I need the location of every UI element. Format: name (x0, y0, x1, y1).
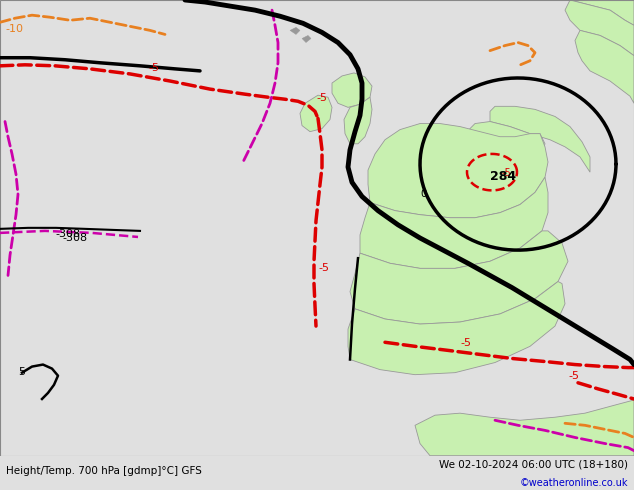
Polygon shape (348, 282, 565, 375)
Text: -10: -10 (5, 24, 23, 34)
Text: 5: 5 (18, 367, 25, 377)
Polygon shape (368, 123, 548, 218)
Text: -5: -5 (460, 338, 471, 348)
Polygon shape (302, 35, 311, 43)
Polygon shape (344, 97, 372, 144)
Text: 0: 0 (420, 190, 427, 199)
Text: ©weatheronline.co.uk: ©weatheronline.co.uk (519, 478, 628, 488)
Text: -5: -5 (318, 264, 329, 273)
Polygon shape (575, 30, 634, 103)
Polygon shape (415, 400, 634, 456)
Polygon shape (300, 95, 332, 132)
Text: Height/Temp. 700 hPa [gdmp]°C] GFS: Height/Temp. 700 hPa [gdmp]°C] GFS (6, 466, 202, 476)
Polygon shape (490, 106, 590, 172)
Text: 284: 284 (490, 170, 516, 183)
Text: -308: -308 (55, 229, 80, 239)
Polygon shape (570, 0, 634, 25)
Polygon shape (332, 73, 372, 107)
Polygon shape (565, 0, 634, 56)
Text: -308: -308 (62, 233, 87, 243)
Polygon shape (360, 177, 548, 269)
Text: We 02-10-2024 06:00 UTC (18+180): We 02-10-2024 06:00 UTC (18+180) (439, 459, 628, 469)
Text: -5: -5 (316, 93, 327, 103)
Text: -5: -5 (568, 371, 579, 381)
Text: -5: -5 (502, 168, 512, 178)
Polygon shape (350, 231, 568, 324)
Text: -5: -5 (148, 63, 159, 73)
Polygon shape (290, 27, 300, 34)
Polygon shape (458, 122, 545, 174)
